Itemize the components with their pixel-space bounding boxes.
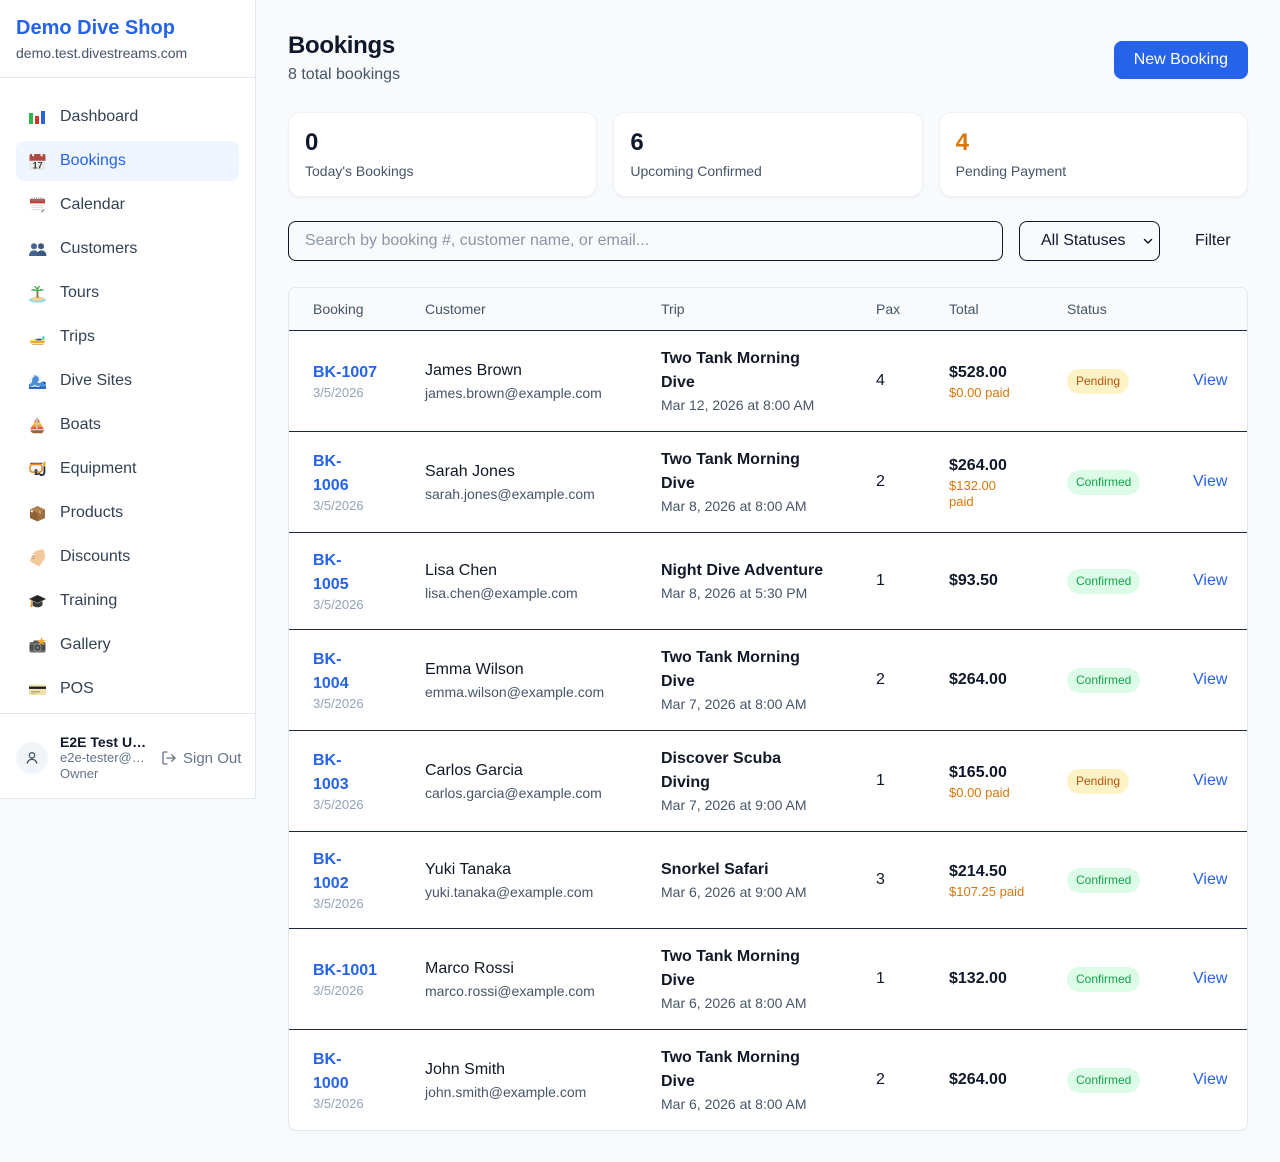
svg-text:17: 17 [33,160,43,170]
